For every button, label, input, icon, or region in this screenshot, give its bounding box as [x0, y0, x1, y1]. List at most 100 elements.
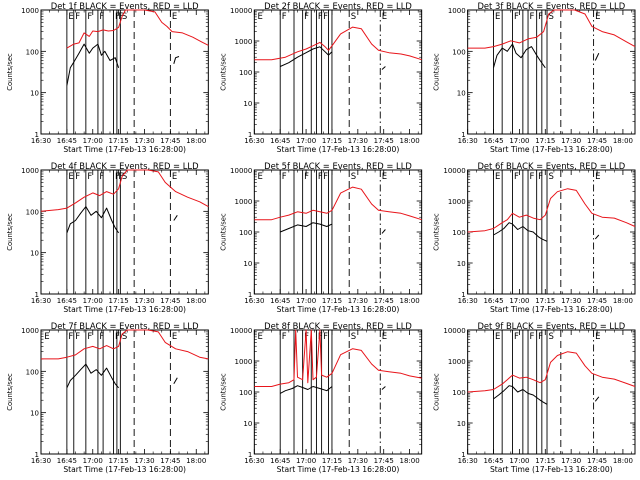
x-tick-label: 17:45	[374, 457, 394, 465]
panel-title: Det 2f BLACK = Events, RED = LLD	[264, 1, 412, 11]
y-tick-label: 1000	[448, 7, 466, 15]
panel-title: Det 6f BLACK = Events, RED = LLD	[477, 161, 625, 171]
y-tick-label: 1000	[235, 358, 253, 366]
x-tick-label: 17:00	[296, 297, 316, 305]
detector-panel-2: Det 2f BLACK = Events, RED = LLD 1 10 100 10…	[219, 1, 423, 154]
x-tick-label: 17:15	[535, 457, 555, 465]
lld-series-line	[41, 329, 209, 360]
y-tick-label: 10	[457, 260, 466, 268]
interval-label: F	[514, 12, 519, 22]
interval-label: F	[282, 332, 287, 342]
events-series-line	[173, 377, 178, 385]
y-tick-label: 10	[30, 410, 39, 418]
x-axis-label: Start Time (17-Feb-13 16:28:00)	[490, 145, 613, 154]
interval-label: F	[99, 332, 104, 342]
x-tick-label: 16:45	[483, 297, 503, 305]
lld-series-line	[254, 26, 422, 61]
plot-frame	[253, 329, 423, 455]
x-tick-label: 17:00	[509, 297, 529, 305]
y-axis-label: Counts/sec	[219, 53, 227, 91]
interval-label: F	[115, 332, 120, 342]
y-tick-label: 1	[461, 131, 465, 139]
x-axis-label: Start Time (17-Feb-13 16:28:00)	[277, 145, 400, 154]
events-series-line	[381, 66, 386, 70]
x-tick-label: 16:30	[31, 297, 51, 305]
interval-label: F	[514, 172, 519, 182]
lld-series-line	[40, 169, 209, 212]
panel-title: Det 1f BLACK = Events, RED = LLD	[51, 1, 199, 11]
interval-label: F	[530, 12, 535, 22]
lld-series-line	[467, 188, 636, 233]
x-tick-label: 17:15	[109, 457, 129, 465]
events-series-line	[173, 215, 178, 221]
interval-label: E	[258, 172, 263, 182]
interval-label: E	[382, 172, 387, 182]
interval-label: E	[595, 12, 600, 22]
x-tick-label: 18:00	[186, 137, 206, 145]
x-tick-label: 16:45	[270, 137, 290, 145]
interval-label: F	[99, 12, 104, 22]
interval-label: E	[172, 332, 177, 342]
x-tick-label: 17:00	[83, 137, 103, 145]
events-series-line	[280, 222, 333, 233]
y-tick-label: 10	[30, 250, 39, 258]
y-axis-label: Counts/sec	[6, 373, 14, 411]
y-tick-label: 10	[30, 90, 39, 98]
y-axis-label: Counts/sec	[433, 373, 441, 411]
events-series-line	[66, 43, 120, 86]
interval-label: F	[304, 12, 309, 22]
lld-series-line	[467, 9, 636, 49]
interval-label: E	[382, 12, 387, 22]
interval-label: F	[87, 172, 92, 182]
y-tick-label: 1	[461, 451, 465, 459]
x-tick-label: 17:45	[587, 457, 607, 465]
x-tick-label: 18:00	[613, 137, 633, 145]
x-tick-label: 16:45	[57, 137, 77, 145]
events-series-line	[173, 56, 180, 64]
interval-label: E	[44, 332, 49, 342]
interval-label: F	[68, 332, 73, 342]
interval-label: F	[530, 172, 535, 182]
y-tick-label: 1	[461, 291, 465, 299]
x-tick-label: 16:45	[270, 457, 290, 465]
y-tick-label: 10	[243, 100, 252, 108]
interval-label: S	[351, 12, 356, 22]
interval-label: F	[323, 172, 328, 182]
events-series-line	[381, 229, 386, 234]
interval-label: F	[75, 172, 80, 182]
plot-frame	[467, 9, 636, 135]
x-tick-label: 17:30	[561, 137, 581, 145]
y-tick-label: 1000	[448, 358, 466, 366]
detector-panel-5: Det 5f BLACK = Events, RED = LLD 1 10 100 10…	[219, 161, 423, 314]
y-tick-label: 1	[248, 291, 252, 299]
x-tick-label: 16:30	[244, 137, 264, 145]
interval-label: S	[122, 332, 127, 342]
x-tick-label: 16:30	[458, 137, 478, 145]
interval-label: E	[172, 172, 177, 182]
x-tick-label: 17:00	[509, 457, 529, 465]
interval-label: F	[538, 332, 543, 342]
events-series-line	[66, 363, 119, 389]
y-tick-label: 1000	[235, 38, 253, 46]
interval-label: F	[75, 12, 80, 22]
x-tick-label: 16:45	[57, 457, 77, 465]
x-tick-label: 17:00	[83, 297, 103, 305]
y-tick-label: 1000	[448, 198, 466, 206]
panel-title: Det 3f BLACK = Events, RED = LLD	[477, 1, 625, 11]
interval-label: F	[99, 172, 104, 182]
panel-title: Det 9f BLACK = Events, RED = LLD	[477, 321, 625, 331]
y-tick-label: 10000	[230, 167, 252, 175]
y-tick-label: 10000	[443, 327, 465, 335]
detector-panel-9: Det 9f BLACK = Events, RED = LLD 1 10 100 10…	[433, 321, 636, 474]
lld-series-line	[66, 9, 209, 49]
panel-title: Det 8f BLACK = Events, RED = LLD	[264, 321, 412, 331]
x-tick-label: 18:00	[613, 297, 633, 305]
detector-panel-6: Det 6f BLACK = Events, RED = LLD 1 10 100 10…	[433, 161, 636, 314]
x-tick-label: 16:30	[31, 137, 51, 145]
x-tick-label: 17:00	[296, 457, 316, 465]
detector-panel-1: Det 1f BLACK = Events, RED = LLD 1 10 100 10…	[6, 1, 209, 154]
interval-label: F	[323, 12, 328, 22]
interval-label: S	[549, 12, 554, 22]
x-tick-label: 17:30	[134, 457, 154, 465]
plot-frame	[253, 9, 423, 135]
